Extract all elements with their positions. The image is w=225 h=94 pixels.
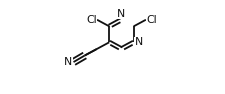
- Text: Cl: Cl: [146, 15, 157, 25]
- Text: N: N: [117, 9, 125, 19]
- Text: N: N: [64, 57, 72, 67]
- Text: N: N: [134, 37, 142, 47]
- Text: Cl: Cl: [86, 15, 96, 25]
